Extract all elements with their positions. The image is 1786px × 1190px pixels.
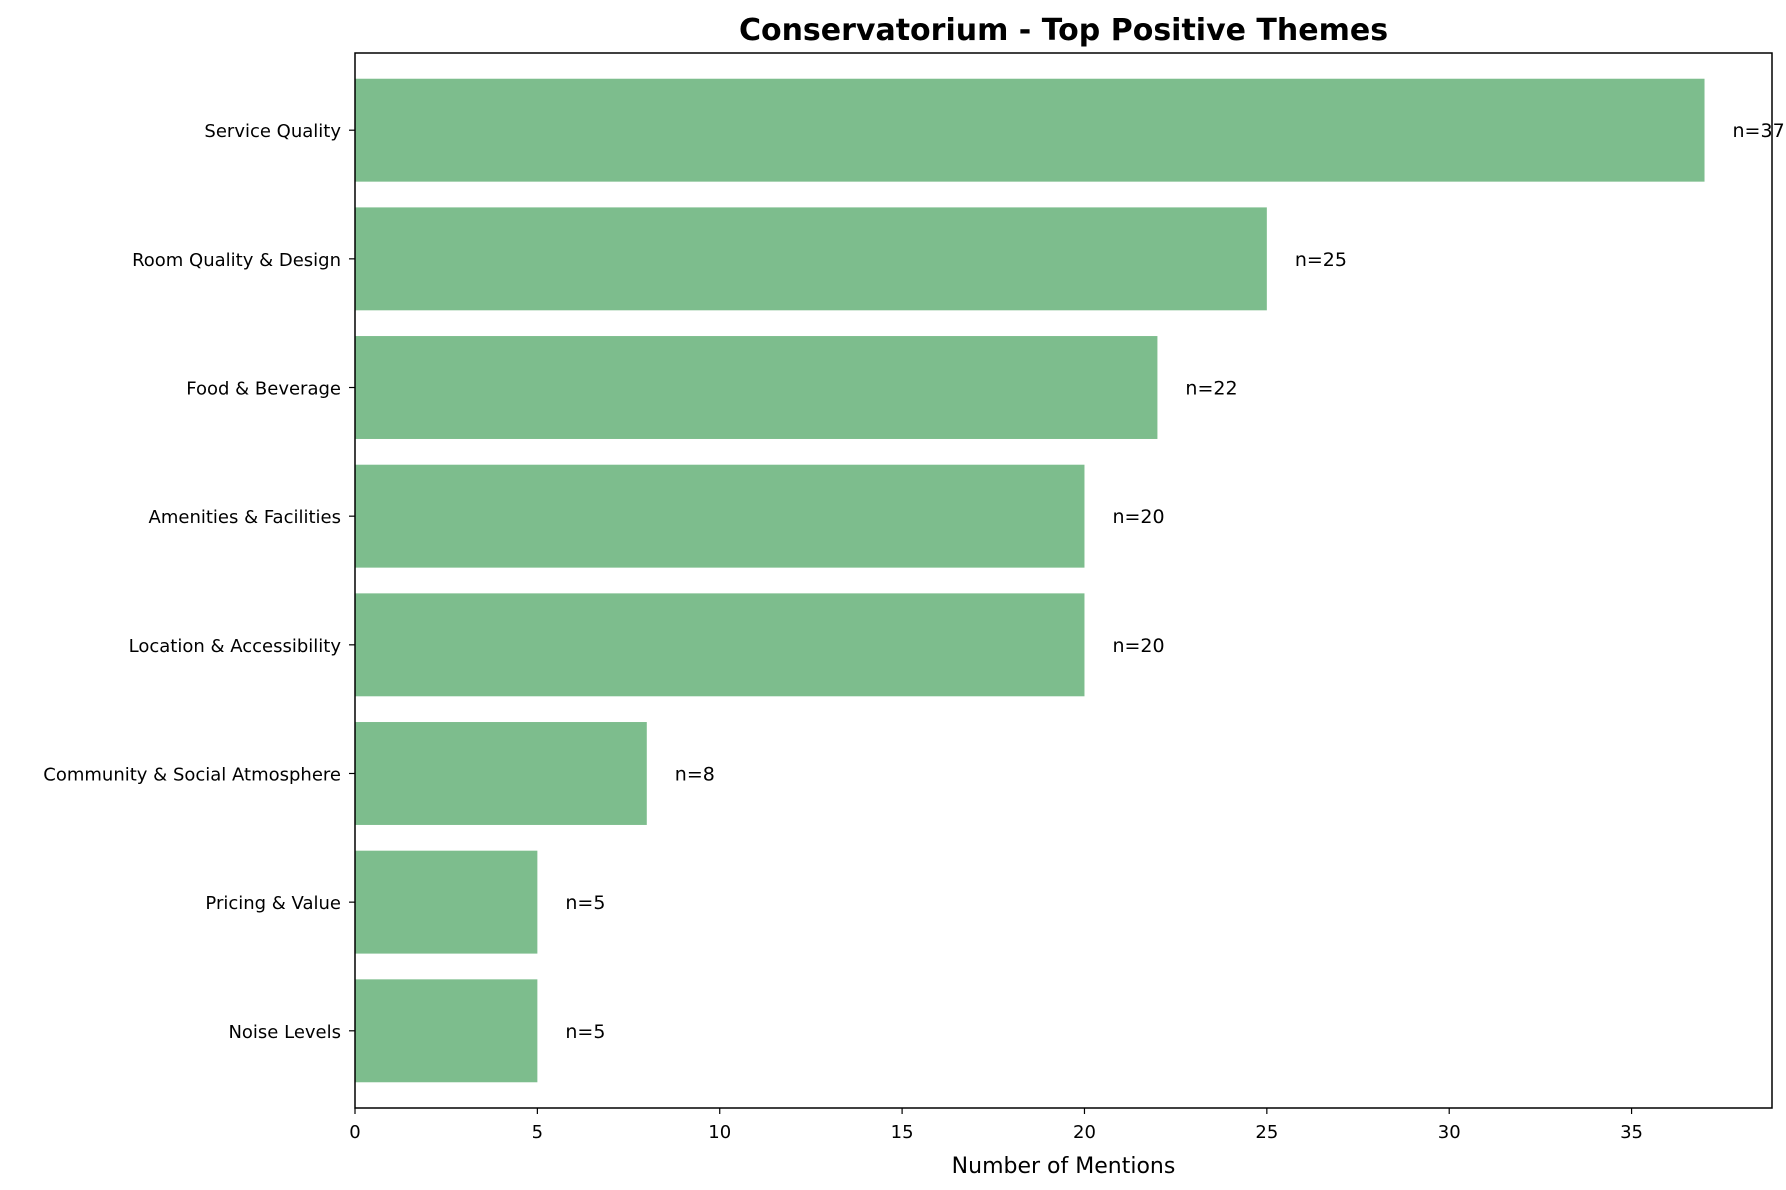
y-tick-label: Room Quality & Design	[132, 250, 341, 271]
y-tick-label: Location & Accessibility	[129, 636, 342, 657]
bar	[355, 336, 1158, 439]
x-tick-label: 30	[1438, 1122, 1461, 1143]
data-label: n=20	[1112, 506, 1164, 528]
data-label: n=20	[1112, 635, 1164, 657]
y-tick-label: Food & Beverage	[186, 379, 341, 400]
bar	[355, 207, 1267, 311]
data-label: n=37	[1733, 120, 1785, 142]
bar	[355, 593, 1085, 697]
x-tick-label: 25	[1255, 1122, 1278, 1143]
data-label: n=5	[565, 892, 605, 914]
bars-group	[355, 78, 1705, 1083]
data-label: n=25	[1295, 249, 1347, 271]
bar	[355, 464, 1085, 568]
x-tick-label: 5	[532, 1122, 543, 1143]
bar	[355, 979, 538, 1083]
y-tick-label: Pricing & Value	[205, 893, 341, 914]
data-label: n=22	[1185, 378, 1237, 400]
bar	[355, 78, 1705, 182]
data-labels-group: n=37 n=25 n=22 n=20 n=20 n=8 n=5 n=5	[565, 120, 1784, 1043]
data-label: n=8	[675, 763, 715, 785]
chart-title: Conservatorium - Top Positive Themes	[739, 13, 1388, 48]
x-tick-label: 10	[708, 1122, 731, 1143]
x-tick-label: 20	[1073, 1122, 1096, 1143]
y-tick-label: Service Quality	[204, 121, 341, 142]
y-tick-label: Community & Social Atmosphere	[43, 764, 341, 785]
data-label: n=5	[565, 1021, 605, 1043]
plot-frame	[354, 52, 1773, 1109]
y-axis-ticks: Service Quality Room Quality & Design Food…	[43, 121, 355, 1043]
y-tick-label: Noise Levels	[228, 1022, 341, 1043]
bar	[355, 722, 647, 825]
x-tick-label: 15	[891, 1122, 914, 1143]
x-axis-ticks: 0 5 10 15 20 25 30 35	[349, 1108, 1643, 1143]
x-tick-label: 0	[349, 1122, 360, 1143]
y-tick-label: Amenities & Facilities	[149, 507, 341, 528]
x-tick-label: 35	[1620, 1122, 1643, 1143]
x-axis-label: Number of Mentions	[952, 1154, 1176, 1179]
bar	[355, 850, 538, 954]
